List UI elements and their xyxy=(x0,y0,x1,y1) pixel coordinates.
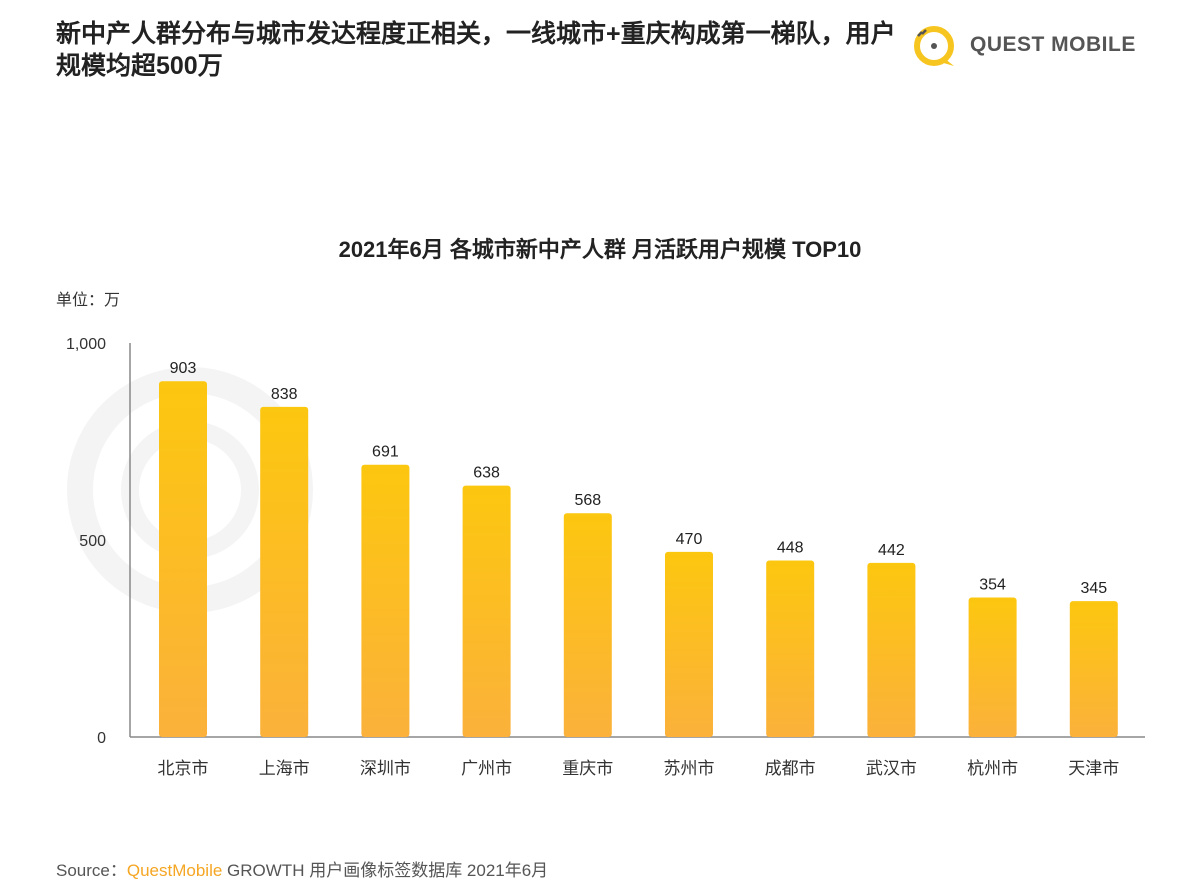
x-tick-label: 重庆市 xyxy=(562,759,613,778)
data-label: 442 xyxy=(878,542,905,559)
page-title: 新中产人群分布与城市发达程度正相关，一线城市+重庆构成第一梯队，用户规模均超50… xyxy=(56,20,896,80)
x-tick-label: 杭州市 xyxy=(967,759,1018,778)
bar xyxy=(361,464,410,737)
x-tick-label: 北京市 xyxy=(158,759,209,778)
chart-title: 2021年6月 各城市新中产人群 月活跃用户规模 TOP10 xyxy=(338,237,862,262)
x-tick-label: 苏州市 xyxy=(664,759,715,778)
unit-label: 单位：万 xyxy=(56,292,121,309)
bar xyxy=(867,562,916,737)
data-label: 354 xyxy=(979,577,1006,594)
y-tick-label: 500 xyxy=(79,533,106,550)
x-tick-label: 广州市 xyxy=(461,759,512,778)
bar xyxy=(766,560,815,737)
x-tick-label: 武汉市 xyxy=(866,759,917,778)
source-prefix: Source： xyxy=(56,861,127,880)
bar xyxy=(1069,601,1118,737)
bar xyxy=(260,406,309,737)
source-note: Source：QuestMobile GROWTH 用户画像标签数据库 2021… xyxy=(56,856,548,881)
bar xyxy=(665,551,713,737)
data-label: 470 xyxy=(676,531,703,548)
data-label: 903 xyxy=(170,360,197,377)
bar xyxy=(968,597,1017,737)
data-label: 448 xyxy=(777,539,804,556)
data-label: 691 xyxy=(372,444,399,461)
data-label: 838 xyxy=(271,386,298,403)
x-tick-label: 深圳市 xyxy=(360,759,411,778)
bar xyxy=(462,485,511,737)
x-tick-label: 天津市 xyxy=(1068,759,1119,778)
bar xyxy=(159,381,207,737)
y-tick-label: 0 xyxy=(97,730,106,747)
data-label: 638 xyxy=(473,465,500,482)
x-tick-label: 上海市 xyxy=(259,759,310,778)
source-rest: GROWTH 用户画像标签数据库 2021年6月 xyxy=(222,861,549,880)
bar xyxy=(563,513,612,737)
logo-text: QUEST MOBILE xyxy=(970,33,1136,56)
data-label: 568 xyxy=(574,492,601,509)
logo-icon xyxy=(914,26,954,66)
y-tick-label: 1,000 xyxy=(66,336,106,353)
source-brand: QuestMobile xyxy=(126,861,223,880)
quest-mobile-logo: QUEST MOBILE xyxy=(910,22,1136,68)
data-label: 345 xyxy=(1080,580,1107,597)
x-tick-label: 成都市 xyxy=(765,759,816,778)
